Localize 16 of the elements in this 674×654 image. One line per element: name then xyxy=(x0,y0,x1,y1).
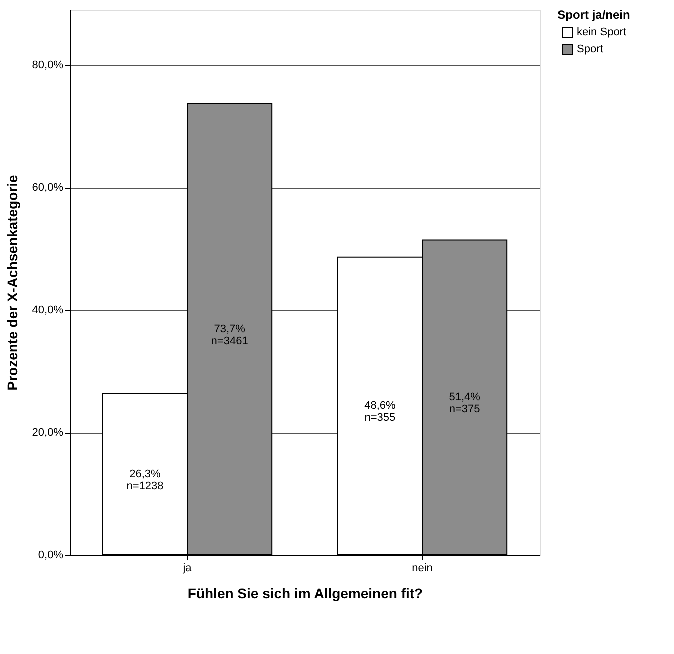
x-axis-title: Fühlen Sie sich im Allgemeinen fit? xyxy=(188,586,424,602)
legend-label: Sport xyxy=(577,44,604,56)
y-tick-label: 80,0% xyxy=(32,60,64,72)
x-tick-label: ja xyxy=(182,562,193,574)
y-tick-label: 0,0% xyxy=(38,550,64,562)
data-label: 48,6% n=355 xyxy=(364,400,396,424)
y-tick-label: 60,0% xyxy=(32,182,64,194)
data-label: 51,4% n=375 xyxy=(449,392,481,416)
x-tick-label: nein xyxy=(412,562,433,574)
data-label: 73,7% n=3461 xyxy=(211,323,248,348)
y-tick-label: 20,0% xyxy=(32,427,64,440)
y-tick-label: 40,0% xyxy=(32,304,64,317)
legend-title: Sport ja/nein xyxy=(558,8,630,22)
legend-label: kein Sport xyxy=(577,26,627,38)
y-axis-title: Prozente der X-Achsenkategorie xyxy=(4,175,20,391)
data-label: 26,3% n=1238 xyxy=(126,468,164,492)
